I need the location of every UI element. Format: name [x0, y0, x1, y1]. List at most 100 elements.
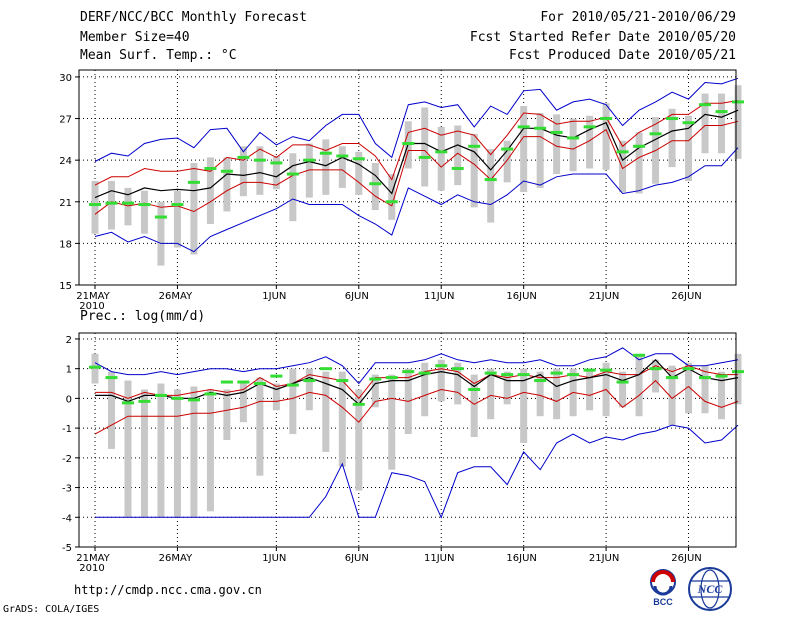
temp-box-day-37 — [685, 115, 693, 181]
temp-median-day-13 — [286, 172, 299, 176]
precip-median-day-5 — [154, 393, 167, 397]
temp-q25-line — [94, 120, 739, 215]
precip-median-day-29 — [550, 371, 563, 375]
temp-y-tick-label: 15 — [59, 281, 72, 292]
precip-box-day-10 — [239, 383, 247, 423]
temp-box-day-11 — [256, 146, 264, 195]
precip-box-day-25 — [487, 368, 495, 420]
precip-y-tick-label: -4 — [62, 513, 72, 524]
precip-median-day-40 — [732, 370, 744, 374]
precip-median-day-31 — [583, 368, 596, 372]
temp-box-day-34 — [635, 132, 643, 194]
precip-median-day-14 — [303, 379, 316, 383]
temp-box-day-17 — [355, 151, 363, 195]
temp-y-tick-label: 18 — [59, 239, 72, 250]
temp-box-day-16 — [338, 146, 346, 188]
temp-median-day-14 — [303, 158, 316, 162]
precip-box-day-38 — [701, 365, 709, 414]
precip-median-day-7 — [187, 398, 200, 402]
precip-median-day-28 — [534, 379, 547, 383]
temp-box-day-23 — [454, 125, 462, 186]
temp-box-day-15 — [322, 139, 330, 195]
precip-box-day-14 — [305, 368, 313, 411]
temp-frame — [78, 69, 737, 286]
temp-median-day-18 — [369, 182, 382, 186]
temp-box-day-9 — [223, 157, 231, 212]
temp-median-day-30 — [567, 136, 580, 140]
temp-box-day-12 — [272, 156, 280, 190]
precip-x-tick-label: 16JUN — [506, 553, 536, 564]
temp-box-day-27 — [520, 106, 528, 193]
precip-box-day-7 — [190, 386, 198, 518]
temp-median-day-27 — [517, 125, 530, 129]
temp-median-day-9 — [220, 169, 233, 173]
temp-median-day-6 — [171, 203, 184, 207]
temp-median-day-28 — [534, 126, 547, 130]
precip-box-day-40 — [734, 353, 742, 405]
temp-median-day-21 — [418, 155, 431, 159]
precip-box-day-31 — [586, 371, 594, 411]
temp-x-tick-label: 26JUN — [671, 291, 701, 302]
precip-y-tick-label: 2 — [66, 335, 72, 346]
bcc-logo-text: BCC — [653, 597, 673, 607]
precip-median-day-9 — [220, 380, 233, 384]
precip-box-day-9 — [223, 389, 231, 440]
temp-box-day-19 — [388, 174, 396, 220]
precip-x-year-label: 2010 — [79, 563, 104, 574]
temp-box-day-36 — [668, 108, 676, 168]
precip-x-tick-label: 6JUN — [345, 553, 369, 564]
precip-box-day-8 — [206, 389, 214, 512]
precip-box-day-21 — [421, 362, 429, 417]
temp-box-day-22 — [437, 126, 445, 191]
precip-y-tick-label: -1 — [62, 424, 72, 435]
temp-panel: 15 18 21 24 27 30 21MAY 26MAY 1JUN 6JUN 11JUN 16JUN… — [59, 69, 744, 312]
temp-box-day-26 — [503, 140, 511, 183]
precip-median-day-4 — [138, 399, 151, 403]
temp-median-day-38 — [699, 103, 712, 107]
precip-median-day-2 — [105, 376, 118, 380]
temp-median-day-19 — [385, 200, 398, 204]
temp-median-day-7 — [187, 180, 200, 184]
precip-box-day-13 — [289, 368, 297, 435]
temp-box-day-24 — [470, 133, 478, 208]
precip-x-tick-label: 26MAY — [159, 553, 193, 564]
temp-y-tick-label: 21 — [59, 198, 72, 209]
precip-box-day-6 — [173, 389, 181, 518]
temp-median-day-35 — [649, 132, 662, 136]
temp-box-day-18 — [371, 162, 379, 211]
temp-box-day-13 — [289, 153, 297, 222]
temp-box-day-39 — [718, 93, 726, 154]
precip-median-day-16 — [336, 379, 349, 383]
temp-q75-line — [94, 100, 739, 186]
temp-median-day-5 — [154, 215, 167, 219]
temp-median-day-17 — [352, 157, 365, 161]
source-url-link[interactable]: http://cmdp.ncc.cma.gov.cn — [74, 583, 262, 597]
precip-median-day-15 — [319, 367, 332, 371]
ncc-logo: NCC — [686, 566, 734, 616]
precip-box-day-19 — [388, 374, 396, 470]
precip-min-line — [95, 424, 739, 519]
temp-min-line — [94, 147, 739, 253]
temp-box-day-4 — [140, 190, 148, 234]
precip-median-day-20 — [402, 370, 415, 374]
temp-box-day-14 — [305, 143, 313, 198]
temp-median-day-16 — [336, 154, 349, 158]
temp-median-day-20 — [402, 142, 415, 146]
precip-median-day-35 — [649, 367, 662, 371]
temp-median-day-39 — [715, 110, 728, 114]
temp-x-tick-label: 21MAY — [76, 291, 110, 302]
temp-box-day-28 — [536, 113, 544, 188]
temp-box-day-5 — [157, 201, 165, 266]
temp-median-day-1 — [89, 203, 101, 207]
precip-box-day-12 — [272, 383, 280, 411]
precip-q75-line — [95, 365, 738, 400]
temp-box-day-2 — [107, 180, 115, 230]
precip-variable-label: Prec.: log(mm/d) — [80, 309, 206, 324]
precip-box-day-39 — [718, 371, 726, 420]
precip-y-tick-label: 1 — [66, 365, 72, 376]
temp-box-day-8 — [206, 157, 214, 224]
temp-x-tick-label: 6JUN — [345, 291, 369, 302]
forecast-started-label: Fcst Started Refer Date 2010/05/20 — [469, 30, 736, 45]
temp-median-day-34 — [633, 144, 646, 148]
